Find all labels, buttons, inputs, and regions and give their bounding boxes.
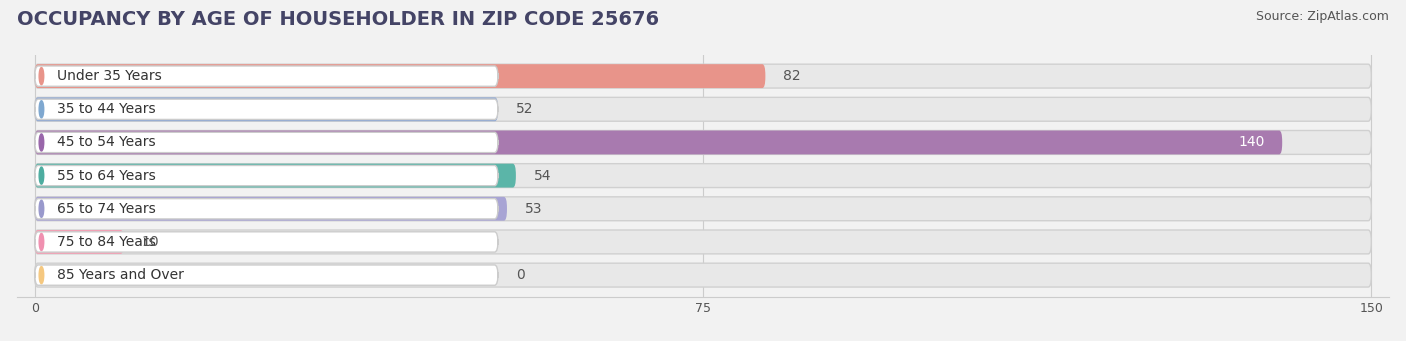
Circle shape [39, 167, 44, 184]
Text: 0: 0 [516, 268, 524, 282]
Text: 85 Years and Over: 85 Years and Over [58, 268, 184, 282]
Circle shape [39, 134, 44, 151]
FancyBboxPatch shape [35, 197, 1371, 221]
Text: 65 to 74 Years: 65 to 74 Years [58, 202, 156, 216]
FancyBboxPatch shape [35, 164, 516, 188]
FancyBboxPatch shape [35, 97, 498, 121]
FancyBboxPatch shape [35, 131, 1282, 154]
FancyBboxPatch shape [35, 97, 1371, 121]
FancyBboxPatch shape [35, 64, 765, 88]
FancyBboxPatch shape [35, 66, 498, 86]
Text: 45 to 54 Years: 45 to 54 Years [58, 135, 156, 149]
Text: 35 to 44 Years: 35 to 44 Years [58, 102, 156, 116]
FancyBboxPatch shape [35, 165, 498, 186]
FancyBboxPatch shape [35, 198, 498, 219]
Text: OCCUPANCY BY AGE OF HOUSEHOLDER IN ZIP CODE 25676: OCCUPANCY BY AGE OF HOUSEHOLDER IN ZIP C… [17, 10, 659, 29]
FancyBboxPatch shape [35, 131, 1371, 154]
Circle shape [39, 267, 44, 284]
FancyBboxPatch shape [35, 230, 124, 254]
Text: Source: ZipAtlas.com: Source: ZipAtlas.com [1256, 10, 1389, 23]
Circle shape [39, 234, 44, 251]
FancyBboxPatch shape [35, 99, 498, 119]
FancyBboxPatch shape [35, 197, 508, 221]
FancyBboxPatch shape [35, 265, 498, 285]
Text: 82: 82 [783, 69, 801, 83]
FancyBboxPatch shape [35, 230, 1371, 254]
Text: 55 to 64 Years: 55 to 64 Years [58, 168, 156, 183]
FancyBboxPatch shape [35, 64, 1371, 88]
FancyBboxPatch shape [35, 263, 1371, 287]
Text: 140: 140 [1239, 135, 1264, 149]
FancyBboxPatch shape [35, 132, 498, 153]
Circle shape [39, 101, 44, 118]
FancyBboxPatch shape [35, 164, 1371, 188]
Text: 52: 52 [516, 102, 533, 116]
Text: 53: 53 [524, 202, 543, 216]
Text: Under 35 Years: Under 35 Years [58, 69, 162, 83]
FancyBboxPatch shape [35, 232, 498, 252]
Circle shape [39, 200, 44, 217]
Text: 54: 54 [534, 168, 551, 183]
Circle shape [39, 68, 44, 85]
Text: 10: 10 [142, 235, 159, 249]
Text: 75 to 84 Years: 75 to 84 Years [58, 235, 156, 249]
